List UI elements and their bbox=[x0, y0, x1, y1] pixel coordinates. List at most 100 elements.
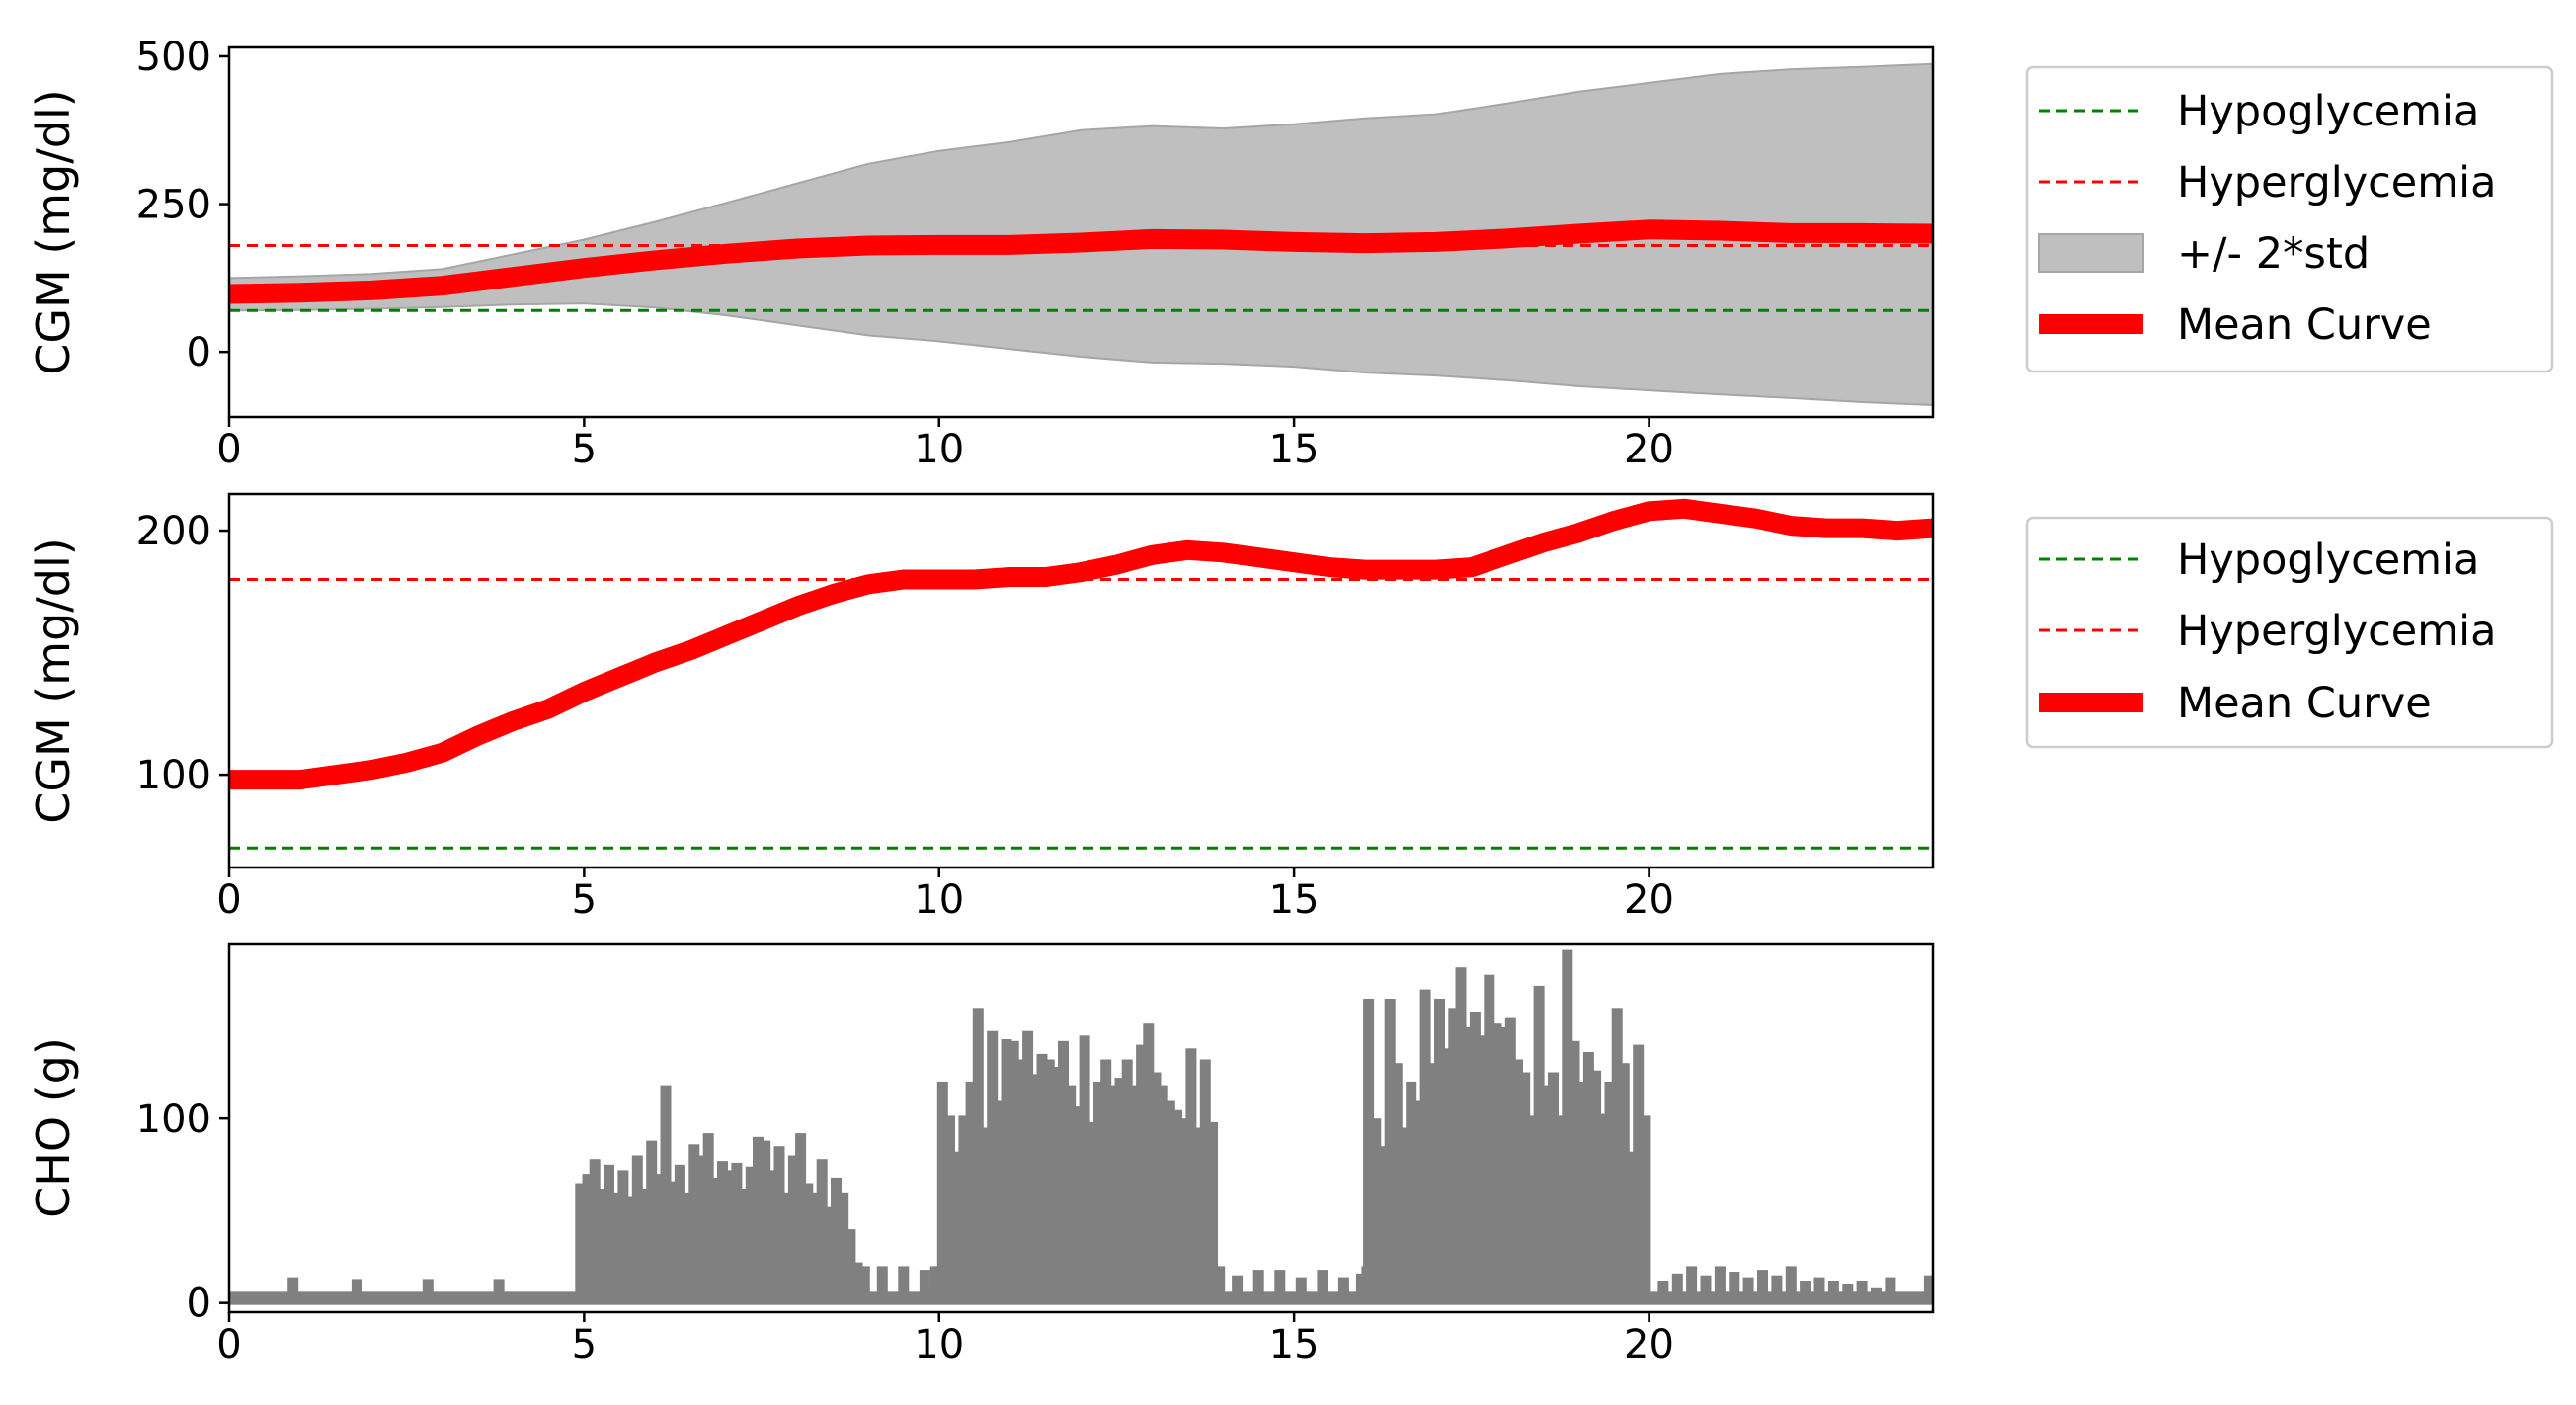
cho-bar bbox=[1686, 1266, 1698, 1303]
y-tick-label: 200 bbox=[136, 509, 211, 554]
cho-bar bbox=[1700, 1275, 1712, 1303]
cho-bar bbox=[528, 1293, 540, 1303]
x-tick-label: 5 bbox=[572, 1322, 597, 1367]
y-tick-label: 500 bbox=[136, 35, 211, 80]
cho-bar bbox=[1813, 1277, 1825, 1303]
x-tick-label: 20 bbox=[1624, 1322, 1674, 1367]
y-tick-label: 0 bbox=[187, 330, 211, 375]
cho-bar bbox=[287, 1277, 299, 1303]
cho-bar bbox=[245, 1293, 257, 1303]
y-tick-label: 0 bbox=[187, 1281, 211, 1327]
cho-bar bbox=[1232, 1275, 1244, 1303]
legend-1: Hypoglycemia Hyperglycemia +/- 2*std Mean C… bbox=[2025, 65, 2554, 373]
legend-label: Hyperglycemia bbox=[2177, 607, 2496, 656]
plot-area bbox=[229, 498, 1933, 850]
panel-1: 0 5 10 15 20 0 250 500 CGM (mg/dl) bbox=[27, 35, 1935, 472]
legend-2: Hypoglycemia Hyperglycemia Mean Curve bbox=[2025, 516, 2554, 749]
axes-frame bbox=[227, 492, 1935, 869]
plot-area bbox=[229, 62, 1933, 407]
legend-label: +/- 2*std bbox=[2177, 229, 2370, 279]
cho-bar bbox=[1923, 1275, 1933, 1303]
legend-label: Hyperglycemia bbox=[2177, 158, 2496, 207]
cho-bar bbox=[351, 1279, 362, 1303]
x-tick-label: 5 bbox=[572, 877, 597, 923]
cho-bar bbox=[660, 1085, 672, 1303]
x-tick-label: 20 bbox=[1624, 877, 1674, 923]
panel-2: 0 5 10 15 20 100 200 CGM (mg/dl) bbox=[27, 492, 1935, 923]
x-tick-label: 10 bbox=[914, 427, 964, 472]
cho-bar bbox=[1842, 1284, 1854, 1303]
cho-bar bbox=[1729, 1272, 1740, 1303]
cho-bar bbox=[1633, 1044, 1645, 1303]
cho-bar bbox=[1885, 1277, 1896, 1303]
cho-bar bbox=[936, 1081, 948, 1303]
cho-bar bbox=[898, 1266, 910, 1303]
cho-bar bbox=[386, 1293, 398, 1303]
cho-bar bbox=[1898, 1291, 1910, 1303]
cho-bar bbox=[1295, 1277, 1307, 1303]
x-tick-label: 0 bbox=[216, 427, 241, 472]
mean-curve-line bbox=[229, 219, 1933, 304]
cho-bar bbox=[845, 1229, 856, 1303]
cho-bar bbox=[1317, 1270, 1328, 1303]
x-tick-label: 15 bbox=[1269, 1322, 1320, 1367]
cho-bar bbox=[1252, 1270, 1264, 1303]
x-tick-label: 20 bbox=[1624, 427, 1674, 472]
cho-meal-block bbox=[1361, 1067, 1646, 1303]
cho-bar bbox=[422, 1279, 434, 1303]
x-tick-label: 15 bbox=[1269, 877, 1320, 923]
y-tick-label: 250 bbox=[136, 183, 211, 228]
x-tick-label: 5 bbox=[572, 427, 597, 472]
x-tick-label: 0 bbox=[216, 877, 241, 923]
cho-bar bbox=[1800, 1281, 1811, 1303]
cho-bar bbox=[1771, 1275, 1783, 1303]
cho-bar bbox=[457, 1293, 469, 1303]
cho-meal-block bbox=[580, 1177, 865, 1303]
cho-bar bbox=[557, 1293, 569, 1303]
cho-bar bbox=[1913, 1293, 1925, 1303]
legend-frame bbox=[2025, 65, 2554, 373]
cho-bar bbox=[1657, 1281, 1669, 1303]
cho-meal-block bbox=[935, 1096, 1220, 1303]
x-tick-label: 0 bbox=[216, 1322, 241, 1367]
axes-frame bbox=[227, 45, 1935, 419]
cho-bar bbox=[876, 1266, 888, 1303]
cho-bar bbox=[1742, 1277, 1754, 1303]
cho-bar bbox=[493, 1279, 505, 1303]
cho-bar bbox=[1785, 1266, 1797, 1303]
cho-bar bbox=[1384, 999, 1396, 1303]
x-tick-label: 10 bbox=[914, 877, 964, 923]
y-tick-label: 100 bbox=[136, 753, 211, 798]
plot-area bbox=[229, 949, 1933, 1305]
legend-frame bbox=[2025, 516, 2554, 749]
cho-bar bbox=[919, 1270, 930, 1303]
cho-bar bbox=[1671, 1273, 1683, 1303]
legend-label: Mean Curve bbox=[2177, 679, 2432, 728]
y-tick-label: 100 bbox=[136, 1097, 211, 1142]
cho-bar bbox=[1856, 1281, 1868, 1303]
mean-curve-line bbox=[229, 498, 1933, 790]
cho-bar bbox=[1827, 1281, 1839, 1303]
cho-bar bbox=[1562, 949, 1573, 1303]
x-tick-label: 15 bbox=[1269, 427, 1320, 472]
y-axis-title: CHO (g) bbox=[27, 1037, 80, 1218]
cho-bar bbox=[1363, 999, 1375, 1303]
y-axis-title: CGM (mg/dl) bbox=[27, 89, 80, 374]
cho-bar bbox=[1714, 1266, 1726, 1303]
legend-label: Hypoglycemia bbox=[2177, 536, 2479, 585]
cho-bar bbox=[1757, 1270, 1768, 1303]
cho-bar bbox=[1207, 1121, 1218, 1303]
panel-3: 0 5 10 15 20 0 100 CHO (g) bbox=[27, 942, 1935, 1367]
cho-bar bbox=[1337, 1277, 1349, 1303]
legend-swatch-band bbox=[2038, 233, 2144, 273]
cho-bar bbox=[273, 1293, 284, 1303]
y-axis-title: CGM (mg/dl) bbox=[27, 537, 80, 823]
cho-bar bbox=[1871, 1287, 1882, 1303]
legend-label: Mean Curve bbox=[2177, 300, 2432, 350]
axes-frame bbox=[227, 942, 1935, 1314]
cho-bar bbox=[315, 1293, 327, 1303]
legend-label: Hypoglycemia bbox=[2177, 87, 2479, 136]
x-tick-label: 10 bbox=[914, 1322, 964, 1367]
cho-bar bbox=[1274, 1270, 1286, 1303]
